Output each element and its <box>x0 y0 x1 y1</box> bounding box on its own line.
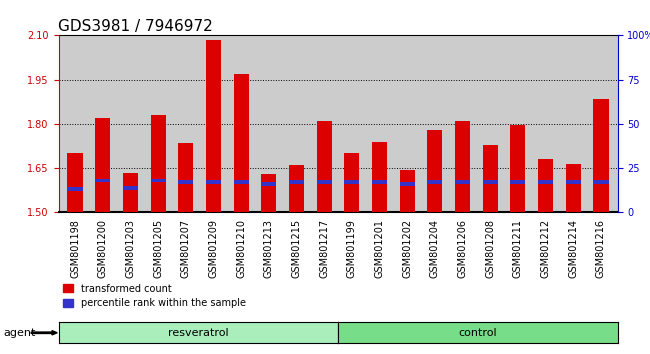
Bar <box>95 118 110 212</box>
Bar <box>400 182 415 186</box>
Bar <box>482 181 498 184</box>
Bar <box>482 144 498 212</box>
Bar <box>289 165 304 212</box>
Bar <box>566 181 581 184</box>
Bar <box>317 121 332 212</box>
Bar <box>510 125 525 212</box>
Bar <box>538 159 553 212</box>
Bar <box>206 181 221 184</box>
Text: resveratrol: resveratrol <box>168 328 229 338</box>
Legend: transformed count, percentile rank within the sample: transformed count, percentile rank withi… <box>63 284 246 308</box>
Bar <box>510 181 525 184</box>
Bar <box>317 181 332 184</box>
Bar <box>372 181 387 184</box>
Bar <box>344 153 359 212</box>
Bar <box>123 173 138 212</box>
Bar <box>151 115 166 212</box>
Bar <box>233 181 249 184</box>
Bar <box>151 179 166 182</box>
Text: control: control <box>458 328 497 338</box>
Bar <box>68 153 83 212</box>
Bar <box>538 181 553 184</box>
Bar <box>344 181 359 184</box>
Bar <box>593 181 608 184</box>
Bar <box>123 186 138 189</box>
Text: agent: agent <box>3 328 36 338</box>
Bar <box>233 74 249 212</box>
Bar <box>95 179 110 182</box>
Bar <box>289 181 304 184</box>
Bar <box>593 99 608 212</box>
Bar <box>566 164 581 212</box>
Bar <box>261 174 276 212</box>
Bar <box>178 181 194 184</box>
Bar <box>206 40 221 212</box>
Bar <box>455 121 470 212</box>
Bar <box>427 181 443 184</box>
Bar <box>68 188 83 191</box>
Bar <box>178 143 194 212</box>
Bar <box>372 142 387 212</box>
Bar <box>427 130 443 212</box>
Text: GDS3981 / 7946972: GDS3981 / 7946972 <box>58 19 213 34</box>
Bar <box>400 170 415 212</box>
Bar <box>261 182 276 186</box>
Bar <box>455 181 470 184</box>
